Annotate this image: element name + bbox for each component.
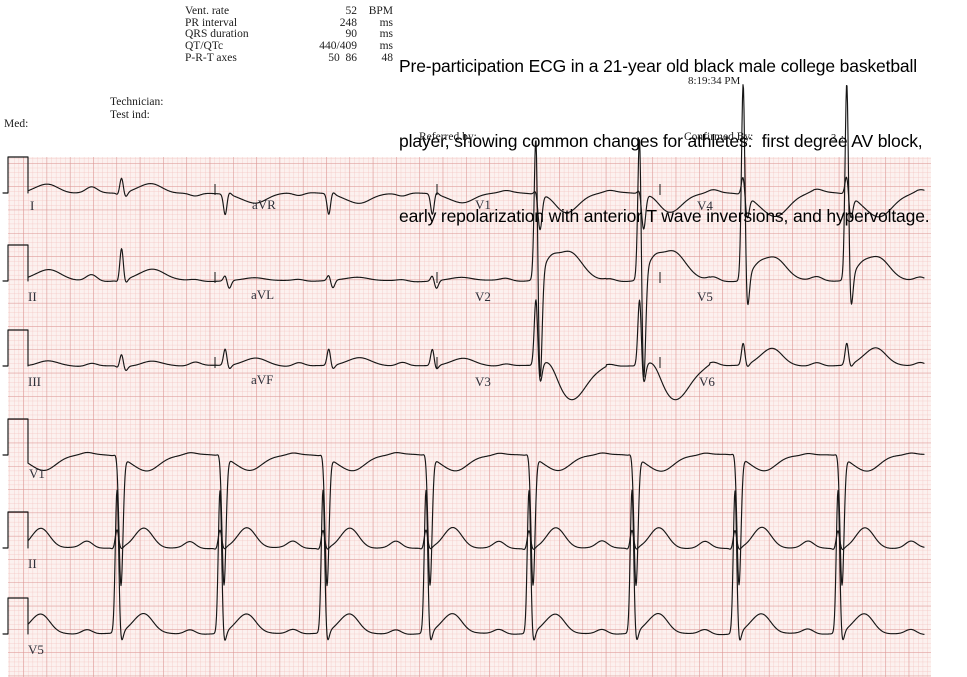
referred-by-label: Referred by: bbox=[419, 131, 477, 143]
lead-label-v6: V6 bbox=[699, 374, 715, 389]
test-ind-label: Test ind: bbox=[110, 109, 150, 121]
lead-label-avr: aVR bbox=[252, 197, 276, 212]
ecg-trace-row-1 bbox=[2, 156, 925, 231]
technician-label: Technician: bbox=[110, 96, 164, 108]
measurement-unit: 48 bbox=[381, 51, 394, 64]
measurements-block: Vent. rate 52 BPM PR interval 248 ms QRS durat… bbox=[185, 5, 395, 65]
med-label: Med: bbox=[4, 118, 29, 130]
lead-label-i: I bbox=[30, 198, 35, 213]
lead-label-ii: II bbox=[28, 556, 37, 571]
measurement-row: PR interval 248 ms bbox=[185, 16, 395, 30]
caption: Pre-participation ECG in a 21-year old b… bbox=[399, 4, 967, 279]
measurement-row: Vent. rate 52 BPM bbox=[185, 5, 395, 18]
measurement-label: QRS duration bbox=[185, 28, 249, 41]
measurement-label: PR interval bbox=[185, 16, 238, 29]
measurement-unit: BPM bbox=[368, 5, 393, 17]
measurement-value: 52 bbox=[345, 5, 358, 17]
lead-label-v5: V5 bbox=[697, 289, 713, 304]
lead-label-ii: II bbox=[28, 289, 37, 304]
measurement-value: 50 86 bbox=[328, 51, 357, 64]
measurement-value: 90 bbox=[345, 28, 358, 41]
measurement-row: P-R-T axes 50 86 48 bbox=[185, 51, 395, 65]
measurement-row: QRS duration 90 ms bbox=[185, 29, 395, 41]
ecg-trace-row-3 bbox=[2, 299, 925, 401]
lead-label-v5: V5 bbox=[28, 642, 44, 657]
measurement-unit: ms bbox=[379, 40, 393, 53]
caption-line-2: player, showing common changes for athle… bbox=[399, 131, 923, 151]
caption-line-3: early repolarization with anterior T wav… bbox=[399, 206, 930, 226]
ecg-trace-row-2 bbox=[2, 84, 925, 378]
grid-major-lines bbox=[8, 157, 931, 677]
measurement-unit: ms bbox=[379, 16, 393, 29]
lead-label-avl: aVL bbox=[251, 287, 275, 302]
ecg-trace-row-6 bbox=[2, 489, 925, 641]
measurement-label: Vent. rate bbox=[185, 5, 230, 17]
measurement-unit: ms bbox=[379, 28, 393, 41]
ecg-trace-row-4 bbox=[2, 418, 925, 587]
measurement-label: P-R-T axes bbox=[185, 51, 237, 64]
obscured-text-fragment: 3 : bbox=[831, 133, 845, 144]
lead-label-iii: III bbox=[28, 374, 41, 389]
confirmed-by-label: Confirmed By: bbox=[684, 131, 754, 143]
lead-label-v1: V1 bbox=[29, 466, 45, 481]
measurement-row: QT/QTc 440/409 ms bbox=[185, 40, 395, 53]
lead-label-v1: V1 bbox=[475, 197, 491, 212]
lead-label-v2: V2 bbox=[475, 289, 491, 304]
measurement-value: 440/409 bbox=[319, 40, 357, 53]
lead-label-v4: V4 bbox=[697, 198, 713, 213]
lead-label-v3: V3 bbox=[475, 374, 491, 389]
lead-label-avf: aVF bbox=[251, 372, 274, 387]
ecg-trace-row-5 bbox=[2, 511, 925, 551]
measurement-value: 248 bbox=[339, 16, 357, 29]
caption-line-1: Pre-participation ECG in a 21-year old b… bbox=[399, 56, 917, 76]
measurement-label: QT/QTc bbox=[185, 40, 224, 53]
timestamp: 8:19:34 PM bbox=[688, 75, 741, 87]
